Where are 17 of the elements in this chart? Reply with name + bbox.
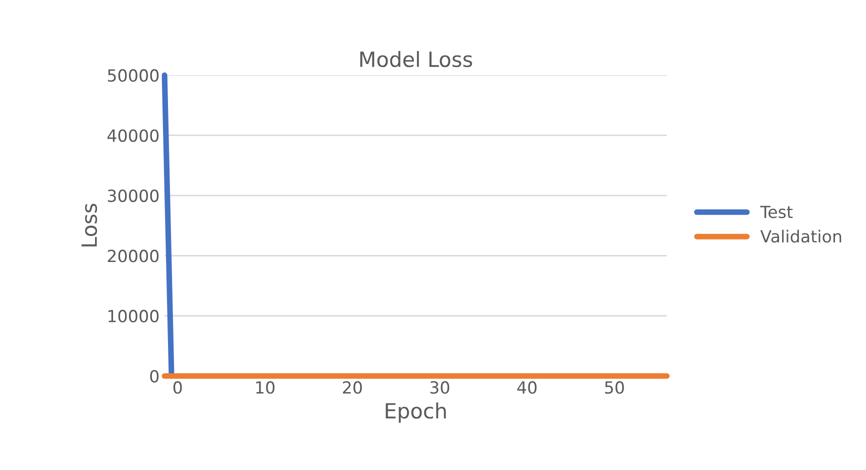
y-tick-label: 50000 (108, 69, 159, 82)
legend-label: Validation (760, 230, 842, 243)
y-tick-label: 0 (150, 370, 159, 383)
y-tick-label: 20000 (108, 250, 159, 262)
x-tick-label: 0 (173, 381, 182, 394)
legend-label: Test (760, 206, 793, 218)
x-axis-title: Epoch (386, 402, 446, 423)
y-tick-label: 40000 (107, 129, 159, 142)
y-axis-title: Loss (82, 204, 98, 246)
y-tick-label: 10000 (108, 310, 159, 322)
x-tick-label: 20 (342, 381, 362, 394)
chart-title: Model Loss (360, 51, 472, 68)
x-tick-label: 50 (605, 381, 624, 394)
x-tick-label: 40 (517, 381, 537, 394)
y-tick-label: 30000 (108, 189, 159, 202)
x-tick-label: 30 (430, 381, 450, 394)
x-tick-label: 10 (256, 381, 274, 394)
